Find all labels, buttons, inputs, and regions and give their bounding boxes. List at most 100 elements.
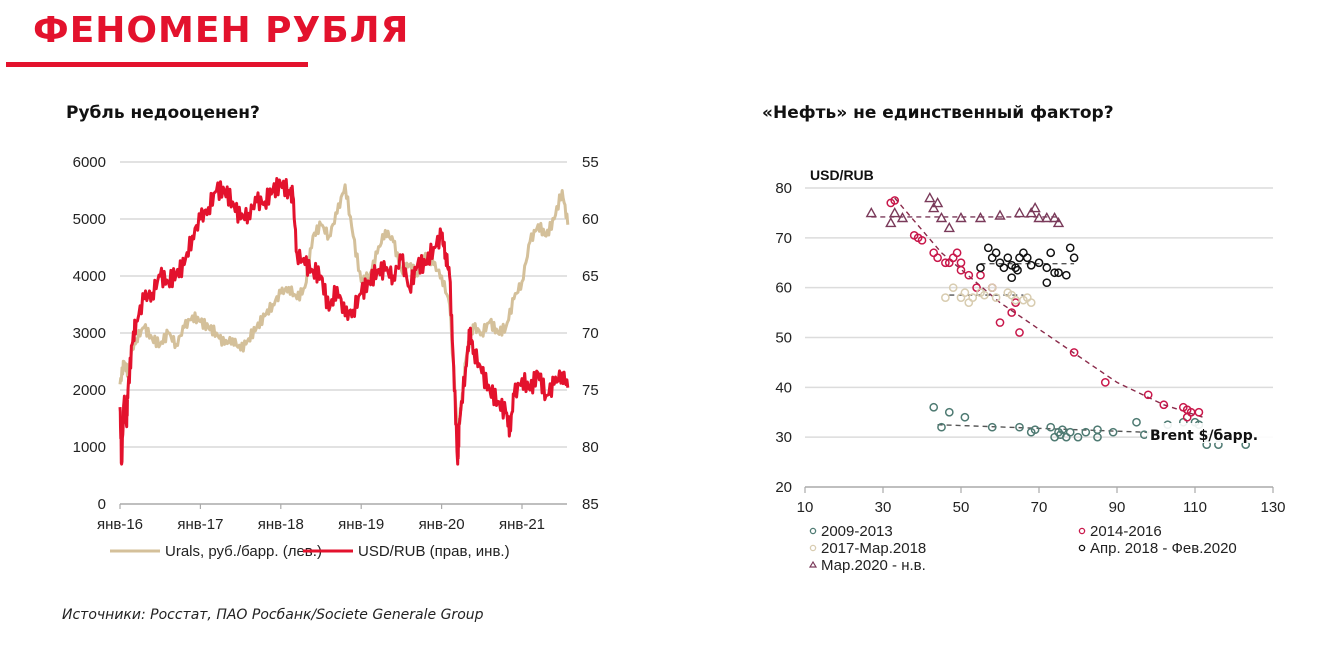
right-axis-tick-label: 85	[582, 496, 599, 513]
scatter-point	[1108, 427, 1118, 437]
scatter-point	[1034, 258, 1044, 268]
scatter-point	[1069, 348, 1079, 357]
scatter-point	[1013, 265, 1022, 275]
scatter-point	[983, 243, 993, 253]
page-title: ФЕНОМЕН РУБЛЯ	[33, 10, 410, 51]
x-axis-tick-label: янв-20	[419, 516, 465, 533]
scatter-point	[1007, 308, 1017, 317]
chart1-right-axis-ticks: 55 60 65 70 75 80 85	[582, 154, 599, 513]
scatter-point	[987, 283, 997, 293]
scatter-point	[956, 265, 966, 275]
legend-marker	[1078, 544, 1086, 552]
scatter-point	[929, 248, 939, 258]
scatter-point-triangle	[955, 211, 967, 223]
left-axis-tick-label: 1000	[73, 439, 106, 456]
scatter-point	[960, 412, 970, 422]
chart1-title: Рубль недооценен?	[66, 103, 260, 123]
x-axis-tick-label: 90	[1109, 499, 1126, 516]
legend-label: 2014-2016	[1090, 523, 1162, 540]
scatter-point	[991, 293, 1001, 302]
y-axis-tick-label: 70	[775, 230, 792, 247]
scatter-point	[968, 293, 978, 302]
chart2-y-axis-ticks: 20 30 40 50 60 70 80	[775, 180, 792, 496]
y-axis-tick-label: 20	[775, 479, 792, 496]
chart1-legend: Urals, руб./барр. (лев.) USD/RUB (прав, и…	[110, 543, 510, 560]
right-axis-tick-label: 80	[582, 439, 599, 456]
scatter-point	[1003, 253, 1013, 263]
scatter-point	[1046, 248, 1056, 258]
x-axis-tick-label: янв-18	[258, 516, 304, 533]
scatter-point	[929, 402, 939, 412]
scatter-point	[1019, 248, 1028, 258]
x-axis-tick-label: янв-21	[499, 516, 545, 533]
scatter-point	[1069, 253, 1079, 263]
scatter-point	[1042, 278, 1052, 288]
scatter-point-triangle	[935, 211, 948, 223]
chart2-y-axis-label: USD/RUB	[810, 167, 874, 183]
scatter-point	[944, 407, 954, 417]
scatter-point	[1081, 427, 1091, 437]
legend-marker	[809, 544, 817, 552]
scatter-point	[1022, 253, 1032, 263]
scatter-point-triangle	[974, 211, 987, 223]
series-line-urals	[118, 183, 570, 438]
chart2-legend: 2009-2013 2014-2016 2017-Мар.2018 Апр. 2018…	[808, 523, 1237, 574]
scatter-point-triangle	[1033, 211, 1045, 223]
scatter-point-triangle	[1048, 211, 1061, 223]
x-axis-tick-label: янв-16	[97, 516, 143, 533]
scatter-point-triangle	[924, 192, 936, 203]
legend-label: Urals, руб./барр. (лев.)	[165, 543, 322, 560]
scatter-point	[1026, 260, 1036, 270]
right-axis-tick-label: 55	[582, 154, 599, 171]
left-axis-tick-label: 3000	[73, 325, 106, 342]
scatter-point	[933, 253, 942, 263]
scatter-point	[948, 283, 958, 293]
scatter-point	[999, 263, 1009, 273]
scatter-point	[890, 196, 900, 205]
scatter-point	[1159, 400, 1169, 410]
scatter-point	[956, 258, 966, 268]
scatter-point	[987, 422, 997, 432]
chart2-title: «Нефть» не единственный фактор?	[762, 103, 1114, 123]
scatter-point	[1030, 425, 1040, 435]
left-axis-tick-label: 2000	[73, 382, 106, 399]
scatter-point	[941, 258, 950, 268]
scatter-point	[1026, 298, 1036, 307]
scatter-point	[1132, 417, 1141, 427]
scatter-point-triangle	[943, 221, 955, 233]
scatter-point	[1194, 407, 1204, 417]
scatter-point	[948, 253, 958, 263]
x-axis-tick-label: 70	[1031, 499, 1048, 516]
scatter-point	[1058, 425, 1067, 435]
x-axis-tick-label: янв-19	[338, 516, 384, 533]
trendline	[937, 424, 1215, 436]
scatter-point	[1015, 253, 1024, 263]
scatter-point	[1046, 422, 1056, 432]
source-note: Источники: Росстат, ПАО Росбанк/Societe …	[62, 607, 484, 623]
y-axis-tick-label: 50	[775, 330, 792, 347]
right-axis-tick-label: 70	[582, 325, 599, 342]
scatter-point	[1015, 328, 1024, 337]
y-axis-tick-label: 30	[775, 429, 792, 446]
scatter-point-triangle	[994, 209, 1006, 220]
scatter-point	[1011, 263, 1020, 273]
chart2-points	[865, 192, 1251, 449]
y-axis-tick-label: 40	[775, 379, 792, 396]
scatter-point	[976, 263, 985, 273]
scatter-point	[952, 248, 962, 258]
chart2-trendlines	[871, 197, 1215, 436]
scatter-point	[1015, 422, 1024, 432]
scatter-point	[1011, 298, 1020, 307]
left-axis-tick-label: 6000	[73, 154, 106, 171]
scatter-point	[991, 248, 1001, 258]
scatter-point	[1007, 273, 1017, 283]
scatter-point	[937, 422, 946, 432]
scatter-point-triangle	[896, 211, 909, 223]
scatter-point-triangle	[865, 206, 877, 218]
y-axis-tick-label: 60	[775, 280, 792, 297]
legend-marker-triangle	[808, 560, 818, 568]
scatter-point	[987, 253, 997, 263]
legend-label: 2017-Мар.2018	[821, 540, 926, 557]
left-axis-tick-label: 5000	[73, 211, 106, 228]
